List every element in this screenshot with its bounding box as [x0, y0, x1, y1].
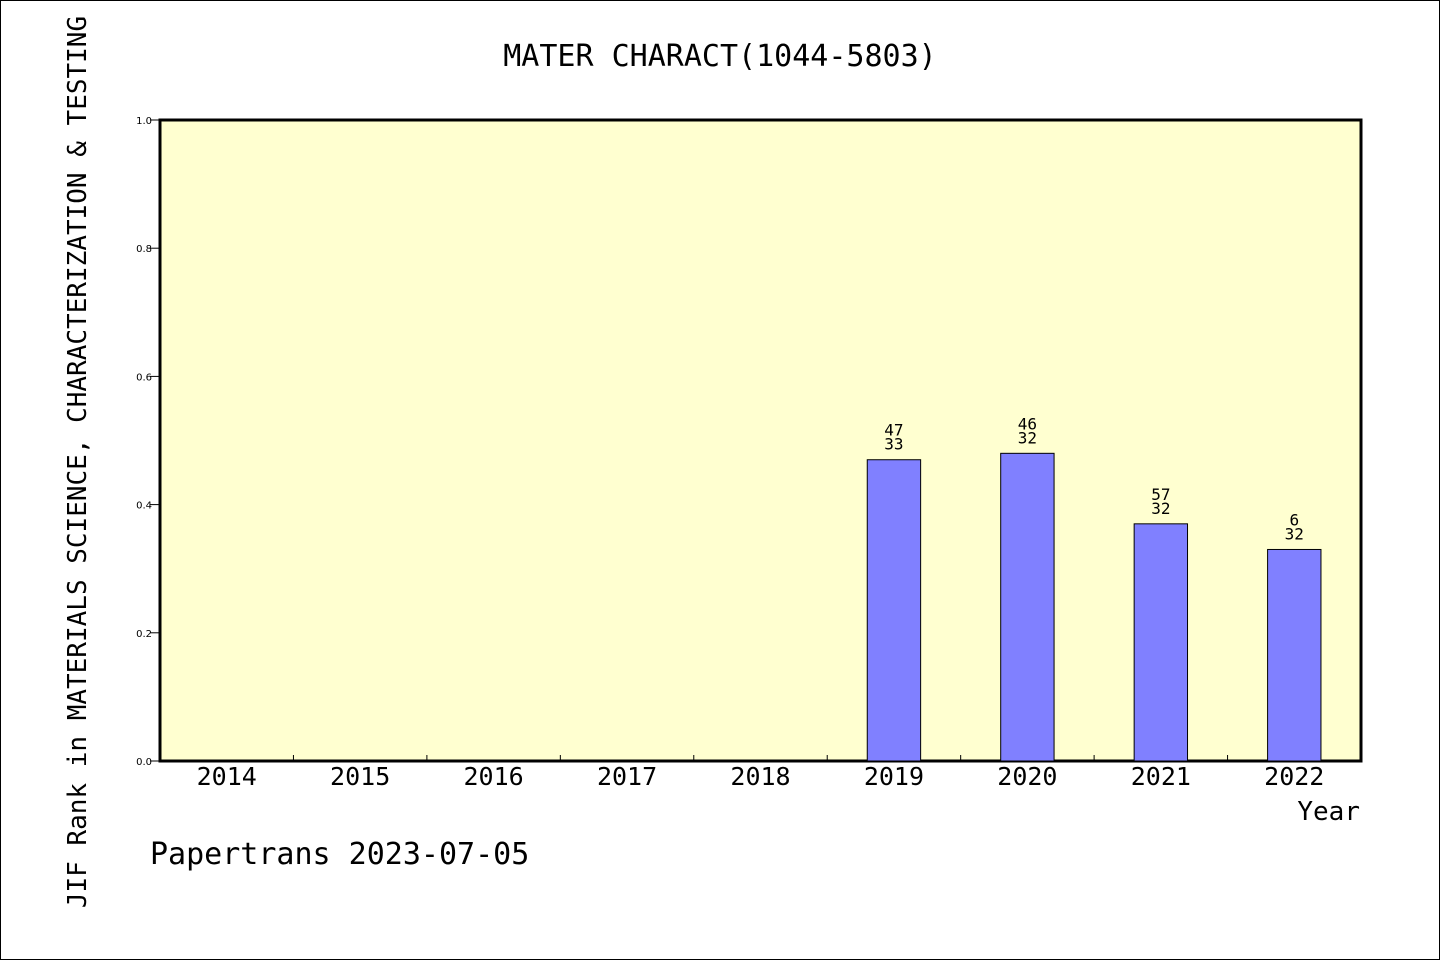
x-axis: 2014 2015 2016 2017 2018 2019 2020 2021 2022: [197, 755, 1324, 791]
x-tick-label-2015: 2015: [330, 762, 390, 791]
bar-2022: [1267, 548, 1322, 762]
y-tick-label: 0.8: [136, 244, 152, 255]
bars-group: [866, 452, 1322, 762]
bar-label-2022-1: 32: [1285, 524, 1304, 543]
y-axis-label: JIF Rank in MATERIALS SCIENCE, CHARACTER…: [63, 16, 93, 908]
x-tick-label-2022: 2022: [1264, 762, 1324, 791]
x-tick-label-2014: 2014: [197, 762, 257, 791]
chart-title: MATER CHARACT(1044-5803): [503, 39, 936, 74]
bar-2020: [1000, 452, 1055, 762]
bar-2021: [1133, 523, 1189, 762]
footer-credit: Papertrans 2023-07-05: [150, 837, 529, 872]
bar-label-2020-1: 32: [1018, 428, 1037, 447]
x-tick-label-2017: 2017: [597, 762, 657, 791]
x-tick-label-2019: 2019: [864, 762, 924, 791]
x-tick-label-2016: 2016: [464, 762, 524, 791]
y-tick-label: 0.4: [136, 501, 152, 512]
x-tick-label-2020: 2020: [997, 762, 1057, 791]
y-tick-label: 0.6: [136, 372, 152, 383]
bar-label-2019-1: 33: [884, 435, 903, 454]
bar-label-2019-0: 47: [884, 421, 903, 440]
y-tick-label: 0.2: [136, 629, 152, 640]
bar-label-2022-0: 6: [1289, 510, 1299, 529]
y-tick-label: 0.0: [136, 757, 152, 768]
y-tick-label: 1.0: [136, 116, 152, 127]
x-tick-label-2018: 2018: [730, 762, 790, 791]
bar-label-2020-0: 46: [1018, 414, 1037, 433]
bar-2019: [866, 459, 922, 762]
bar-label-2021-0: 57: [1151, 485, 1170, 504]
x-tick-label-2021: 2021: [1131, 762, 1191, 791]
x-axis-label: Year: [1297, 797, 1360, 827]
bar-label-2021-1: 32: [1151, 499, 1170, 518]
y-axis: 0.0 0.2 0.4 0.6 0.8 1.0: [136, 116, 160, 768]
